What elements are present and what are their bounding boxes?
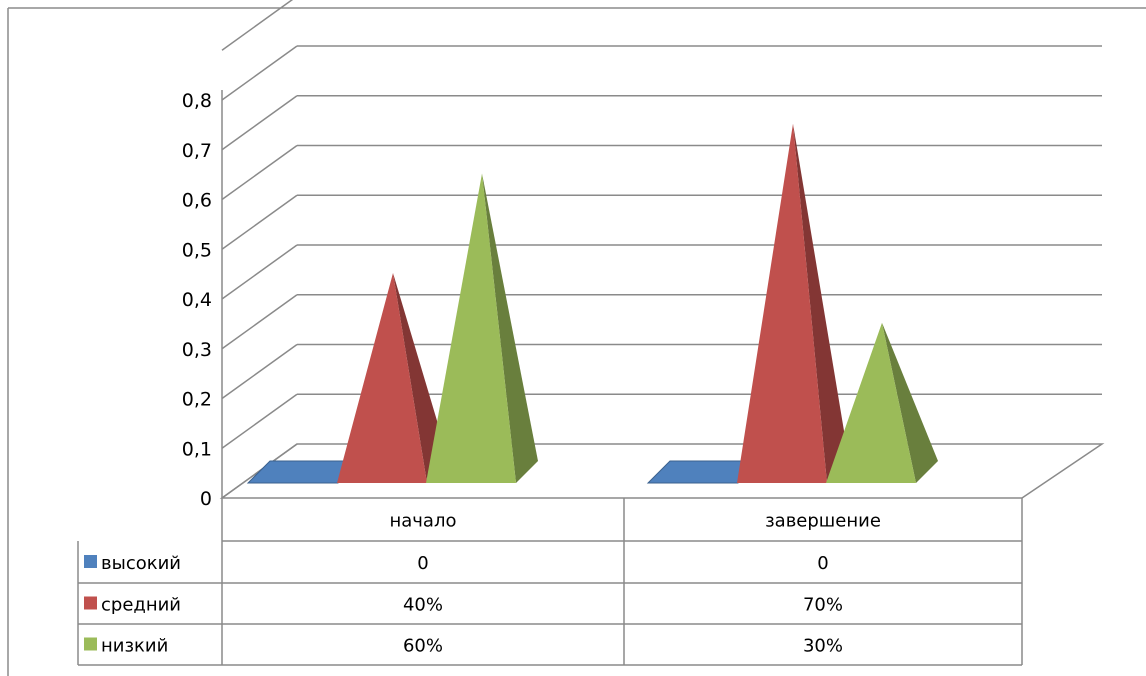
gridline-side — [221, 144, 298, 201]
data-label: 0 — [817, 553, 828, 574]
pyramid-низкий-завершение — [826, 322, 938, 483]
y-tick-label: 0,8 — [182, 90, 212, 112]
legend-swatch — [84, 596, 97, 610]
pyramid-side-face — [793, 123, 849, 483]
gridline-side — [221, 294, 298, 350]
y-tick-label: 0,7 — [182, 140, 212, 162]
legend-entry: средний — [101, 595, 181, 616]
gridline-side — [221, 244, 298, 300]
pyramid-низкий-начало — [426, 173, 538, 483]
gridline-side — [221, 343, 298, 400]
x-tick-label: начало — [390, 511, 457, 532]
pyramid-front-face — [826, 322, 916, 483]
pyramid-side-face — [393, 273, 449, 483]
data-label: 70% — [803, 595, 843, 616]
data-table: начало завершение высокий 0 0 средний 40% 70% ни… — [77, 498, 1023, 666]
data-label: 30% — [803, 636, 843, 657]
gridline-side — [221, 393, 298, 449]
legend-swatch — [84, 637, 97, 651]
x-tick-label: завершение — [765, 511, 881, 532]
pyramid-side-face — [482, 173, 538, 483]
legend-entry: низкий — [101, 636, 168, 657]
legend-swatch — [84, 555, 97, 568]
pyramid-front-face — [737, 123, 827, 483]
pyramid-side-face — [882, 322, 938, 483]
pyramid-front-face — [426, 173, 516, 483]
y-tick-label: 0 — [200, 488, 212, 510]
data-label: 0 — [417, 553, 428, 574]
pyramid-средний-начало — [337, 273, 449, 483]
y-tick-label: 0,6 — [182, 190, 212, 212]
data-pyramids — [246, 123, 938, 484]
pyramid-front-face — [337, 273, 427, 483]
pyramid-средний-завершение — [737, 123, 849, 483]
chart-frame — [7, 7, 1146, 676]
y-tick-label: 0,2 — [182, 389, 212, 411]
y-axis-tick-labels: 0 0,1 0,2 0,3 0,4 0,5 0,6 0,7 0,8 — [182, 90, 212, 510]
legend-entry: высокий — [101, 553, 181, 574]
y-tick-label: 0,1 — [182, 438, 212, 460]
data-label: 40% — [403, 595, 443, 616]
gridline-side — [221, 194, 298, 250]
gridline-side — [221, 95, 298, 151]
y-tick-label: 0,4 — [182, 289, 212, 311]
gridline-side — [221, 45, 298, 101]
data-label: 60% — [403, 636, 443, 657]
y-tick-label: 0,3 — [182, 339, 212, 361]
gridline-side — [221, 0, 294, 51]
y-tick-label: 0,5 — [182, 239, 212, 261]
